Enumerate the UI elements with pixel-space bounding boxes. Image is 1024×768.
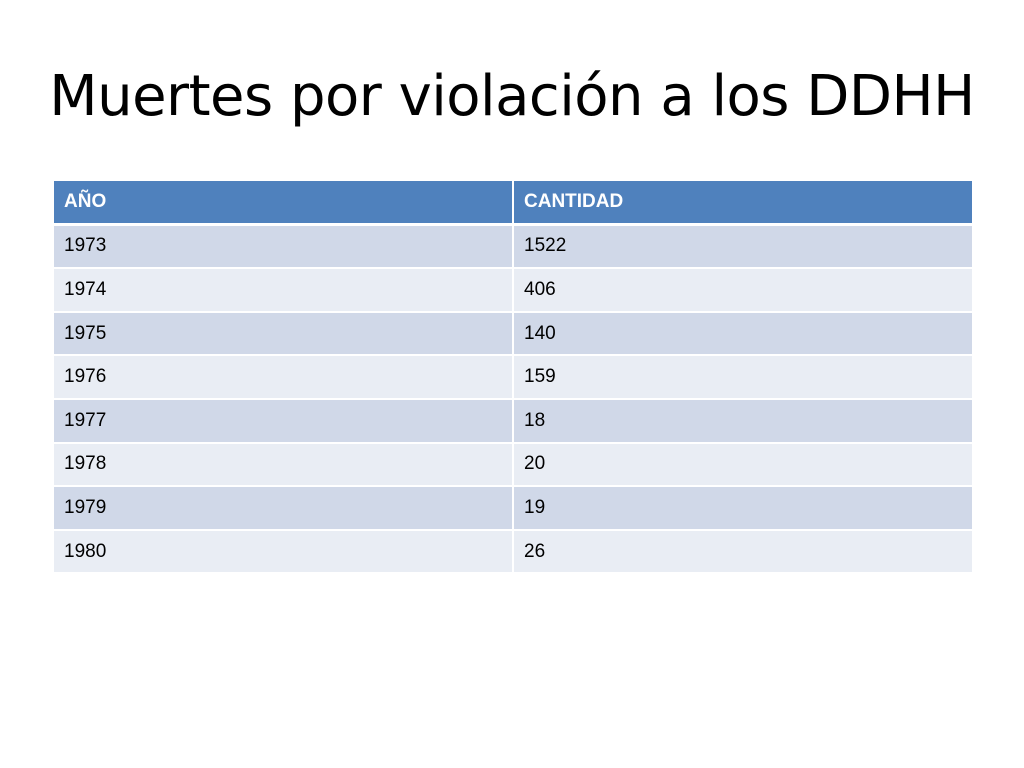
year-cell: 1976 xyxy=(52,354,514,400)
count-cell: 20 xyxy=(512,441,974,488)
year-cell: 1973 xyxy=(52,223,514,270)
table-header-row: AÑO CANTIDAD xyxy=(52,178,974,226)
year-cell: 1980 xyxy=(52,528,514,575)
column-header-count: CANTIDAD xyxy=(512,178,974,226)
year-cell: 1979 xyxy=(52,485,514,531)
table-row: 1977 18 xyxy=(52,397,974,444)
count-cell: 19 xyxy=(512,485,974,531)
year-cell: 1975 xyxy=(52,310,514,357)
table-row: 1979 19 xyxy=(52,485,974,531)
count-cell: 18 xyxy=(512,397,974,444)
count-cell: 26 xyxy=(512,528,974,575)
count-cell: 1522 xyxy=(512,223,974,270)
count-cell: 140 xyxy=(512,310,974,357)
data-table: AÑO CANTIDAD 1973 1522 1974 406 1975 140… xyxy=(52,178,974,575)
table-row: 1978 20 xyxy=(52,441,974,488)
table-row: 1973 1522 xyxy=(52,223,974,270)
year-cell: 1978 xyxy=(52,441,514,488)
page-title: Muertes por violación a los DDHH xyxy=(49,64,975,129)
table-row: 1980 26 xyxy=(52,528,974,575)
column-header-year: AÑO xyxy=(52,178,514,226)
table-row: 1976 159 xyxy=(52,354,974,400)
count-cell: 406 xyxy=(512,267,974,313)
count-cell: 159 xyxy=(512,354,974,400)
table-row: 1974 406 xyxy=(52,267,974,313)
table-row: 1975 140 xyxy=(52,310,974,357)
year-cell: 1977 xyxy=(52,397,514,444)
year-cell: 1974 xyxy=(52,267,514,313)
